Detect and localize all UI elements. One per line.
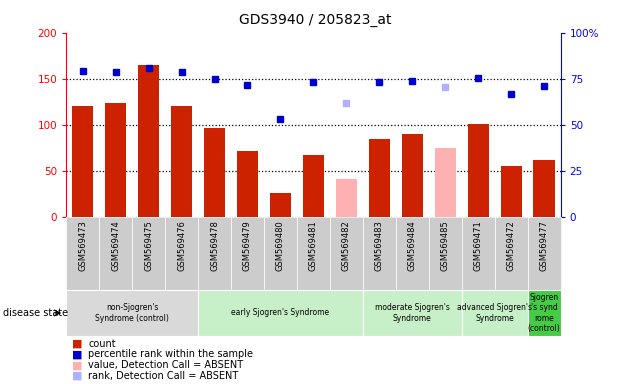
Bar	[429, 217, 462, 290]
Text: rank, Detection Call = ABSENT: rank, Detection Call = ABSENT	[88, 371, 238, 381]
Bar	[171, 106, 192, 217]
Bar	[467, 124, 489, 217]
Bar	[528, 217, 561, 290]
Bar	[369, 139, 390, 217]
Bar	[401, 134, 423, 217]
Bar	[363, 217, 396, 290]
Bar	[203, 129, 226, 217]
Text: GSM569482: GSM569482	[342, 220, 351, 271]
Bar	[297, 217, 330, 290]
Bar	[336, 179, 357, 217]
Text: GSM569474: GSM569474	[111, 220, 120, 271]
Text: ■: ■	[72, 360, 83, 370]
Text: moderate Sjogren's
Syndrome: moderate Sjogren's Syndrome	[375, 303, 450, 323]
Text: GSM569479: GSM569479	[243, 220, 252, 271]
Bar	[165, 217, 198, 290]
Text: GSM569473: GSM569473	[78, 220, 87, 271]
Bar	[66, 290, 198, 336]
Bar	[396, 217, 429, 290]
Text: GSM569472: GSM569472	[507, 220, 516, 271]
Bar	[330, 217, 363, 290]
Text: ■: ■	[72, 371, 83, 381]
Bar	[105, 103, 127, 217]
Text: GSM569485: GSM569485	[441, 220, 450, 271]
Text: advanced Sjogren's
Syndrome: advanced Sjogren's Syndrome	[457, 303, 532, 323]
Bar	[231, 217, 264, 290]
Text: GSM569477: GSM569477	[540, 220, 549, 271]
Bar	[500, 166, 522, 217]
Bar	[302, 155, 324, 217]
Text: GDS3940 / 205823_at: GDS3940 / 205823_at	[239, 13, 391, 27]
Bar	[363, 290, 462, 336]
Text: GSM569480: GSM569480	[276, 220, 285, 271]
Bar	[495, 217, 528, 290]
Bar	[237, 151, 258, 217]
Text: non-Sjogren's
Syndrome (control): non-Sjogren's Syndrome (control)	[95, 303, 169, 323]
Bar	[528, 290, 561, 336]
Bar	[462, 217, 495, 290]
Bar	[198, 290, 363, 336]
Bar	[99, 217, 132, 290]
Bar	[72, 106, 93, 217]
Text: GSM569484: GSM569484	[408, 220, 417, 271]
Text: GSM569476: GSM569476	[177, 220, 186, 271]
Text: early Sjogren's Syndrome: early Sjogren's Syndrome	[231, 308, 329, 318]
Text: Sjogren
's synd
rome
(control): Sjogren 's synd rome (control)	[528, 293, 561, 333]
Text: count: count	[88, 339, 116, 349]
Bar	[198, 217, 231, 290]
Bar	[264, 217, 297, 290]
Text: ■: ■	[72, 339, 83, 349]
Bar	[138, 65, 159, 217]
Text: GSM569475: GSM569475	[144, 220, 153, 271]
Text: GSM569471: GSM569471	[474, 220, 483, 271]
Text: value, Detection Call = ABSENT: value, Detection Call = ABSENT	[88, 360, 243, 370]
Bar	[435, 148, 456, 217]
Text: percentile rank within the sample: percentile rank within the sample	[88, 349, 253, 359]
Text: disease state: disease state	[3, 308, 68, 318]
Text: GSM569483: GSM569483	[375, 220, 384, 271]
Text: GSM569481: GSM569481	[309, 220, 318, 271]
Bar	[534, 160, 555, 217]
Bar	[462, 290, 528, 336]
Text: GSM569478: GSM569478	[210, 220, 219, 271]
Bar	[132, 217, 165, 290]
Bar	[66, 217, 99, 290]
Bar	[270, 193, 291, 217]
Text: ■: ■	[72, 349, 83, 359]
